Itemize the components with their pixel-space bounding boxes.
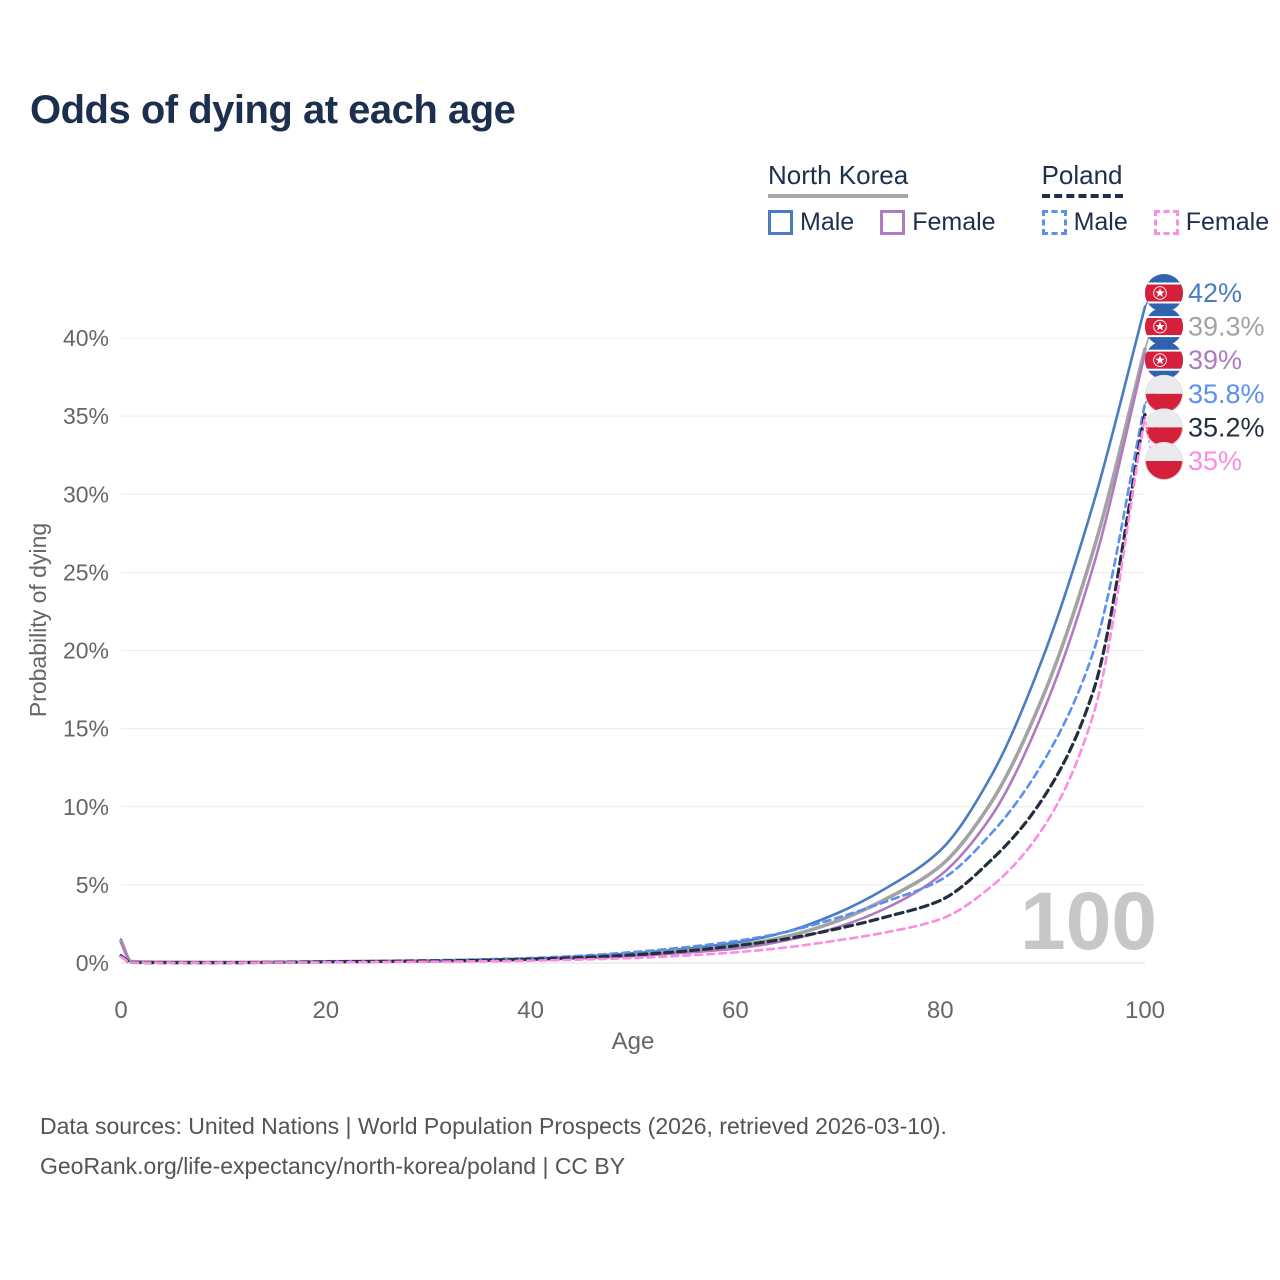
y-axis-title: Probability of dying [25,523,51,717]
legend-item-north-korea-female[interactable]: Female [880,208,996,237]
legend-group-poland: Poland Male Female [1041,160,1270,237]
y-tick-label: 25% [63,559,109,585]
legend-group-north-korea: North Korea Male Female [768,160,996,237]
poland-male-swatch-icon [1041,210,1067,235]
series-line-nk-female[interactable] [119,352,1147,964]
footer: Data sources: United Nations | World Pop… [40,1106,947,1186]
legend-item-label: Male [800,208,855,236]
footer-data-sources: Data sources: United Nations | World Pop… [40,1113,947,1139]
north-korea-female-swatch-icon [880,210,906,235]
north-korea-male-swatch-icon [768,210,793,235]
series-line-pl-both[interactable] [119,411,1147,965]
series-line-pl-female[interactable] [119,414,1147,965]
y-tick-label: 0% [76,950,109,976]
end-value-label-pl-both: 35.2% [1188,412,1265,442]
footer-attribution: GeoRank.org/life-expectancy/north-korea/… [40,1153,626,1179]
end-value-label-nk-female: 39% [1188,345,1242,375]
y-tick-label: 30% [63,481,109,507]
legend-item-north-korea-male[interactable]: Male [768,208,854,237]
north-korea-flag-icon [1145,307,1183,346]
page-title: Odds of dying at each age [30,88,516,132]
x-tick-label: 40 [517,997,544,1024]
x-axis-title: Age [612,1028,655,1055]
x-tick-label: 80 [927,997,954,1024]
north-korea-flag-icon [1145,341,1183,380]
legend-group-title-north-korea: North Korea [768,160,909,198]
legend-item-label: Female [912,208,996,236]
series-line-pl-male[interactable] [119,402,1147,964]
legend-item-label: Female [1185,208,1270,236]
y-tick-label: 40% [63,325,109,351]
end-value-label-pl-male: 35.8% [1188,379,1265,409]
end-value-label-pl-female: 35% [1188,446,1242,476]
y-tick-label: 15% [63,716,109,742]
legend-item-poland-male[interactable]: Male [1041,208,1128,237]
end-value-label-nk-male: 42% [1188,278,1242,308]
poland-flag-icon [1145,408,1183,447]
x-tick-label: 20 [312,997,339,1024]
series-line-nk-both[interactable] [119,347,1147,965]
y-tick-label: 20% [63,638,109,664]
end-value-label-nk-both: 39.3% [1188,312,1265,342]
legend-item-label: Male [1073,208,1128,236]
y-tick-label: 10% [63,794,109,820]
y-tick-label: 5% [76,872,109,898]
poland-flag-icon [1145,374,1183,413]
x-tick-label: 0 [114,997,127,1024]
legend-group-title-poland: Poland [1041,160,1123,198]
x-tick-label: 60 [722,997,749,1024]
series-line-nk-male[interactable] [119,305,1147,964]
poland-flag-icon [1145,442,1183,480]
x-tick-label: 100 [1125,997,1165,1024]
legend: North Korea Male Female Poland Male [768,160,1269,237]
y-tick-label: 35% [63,403,109,429]
age-counter-watermark: 100 [1020,876,1157,967]
legend-item-poland-female[interactable]: Female [1153,208,1270,237]
poland-female-swatch-icon [1153,210,1179,235]
north-korea-flag-icon [1145,274,1183,312]
